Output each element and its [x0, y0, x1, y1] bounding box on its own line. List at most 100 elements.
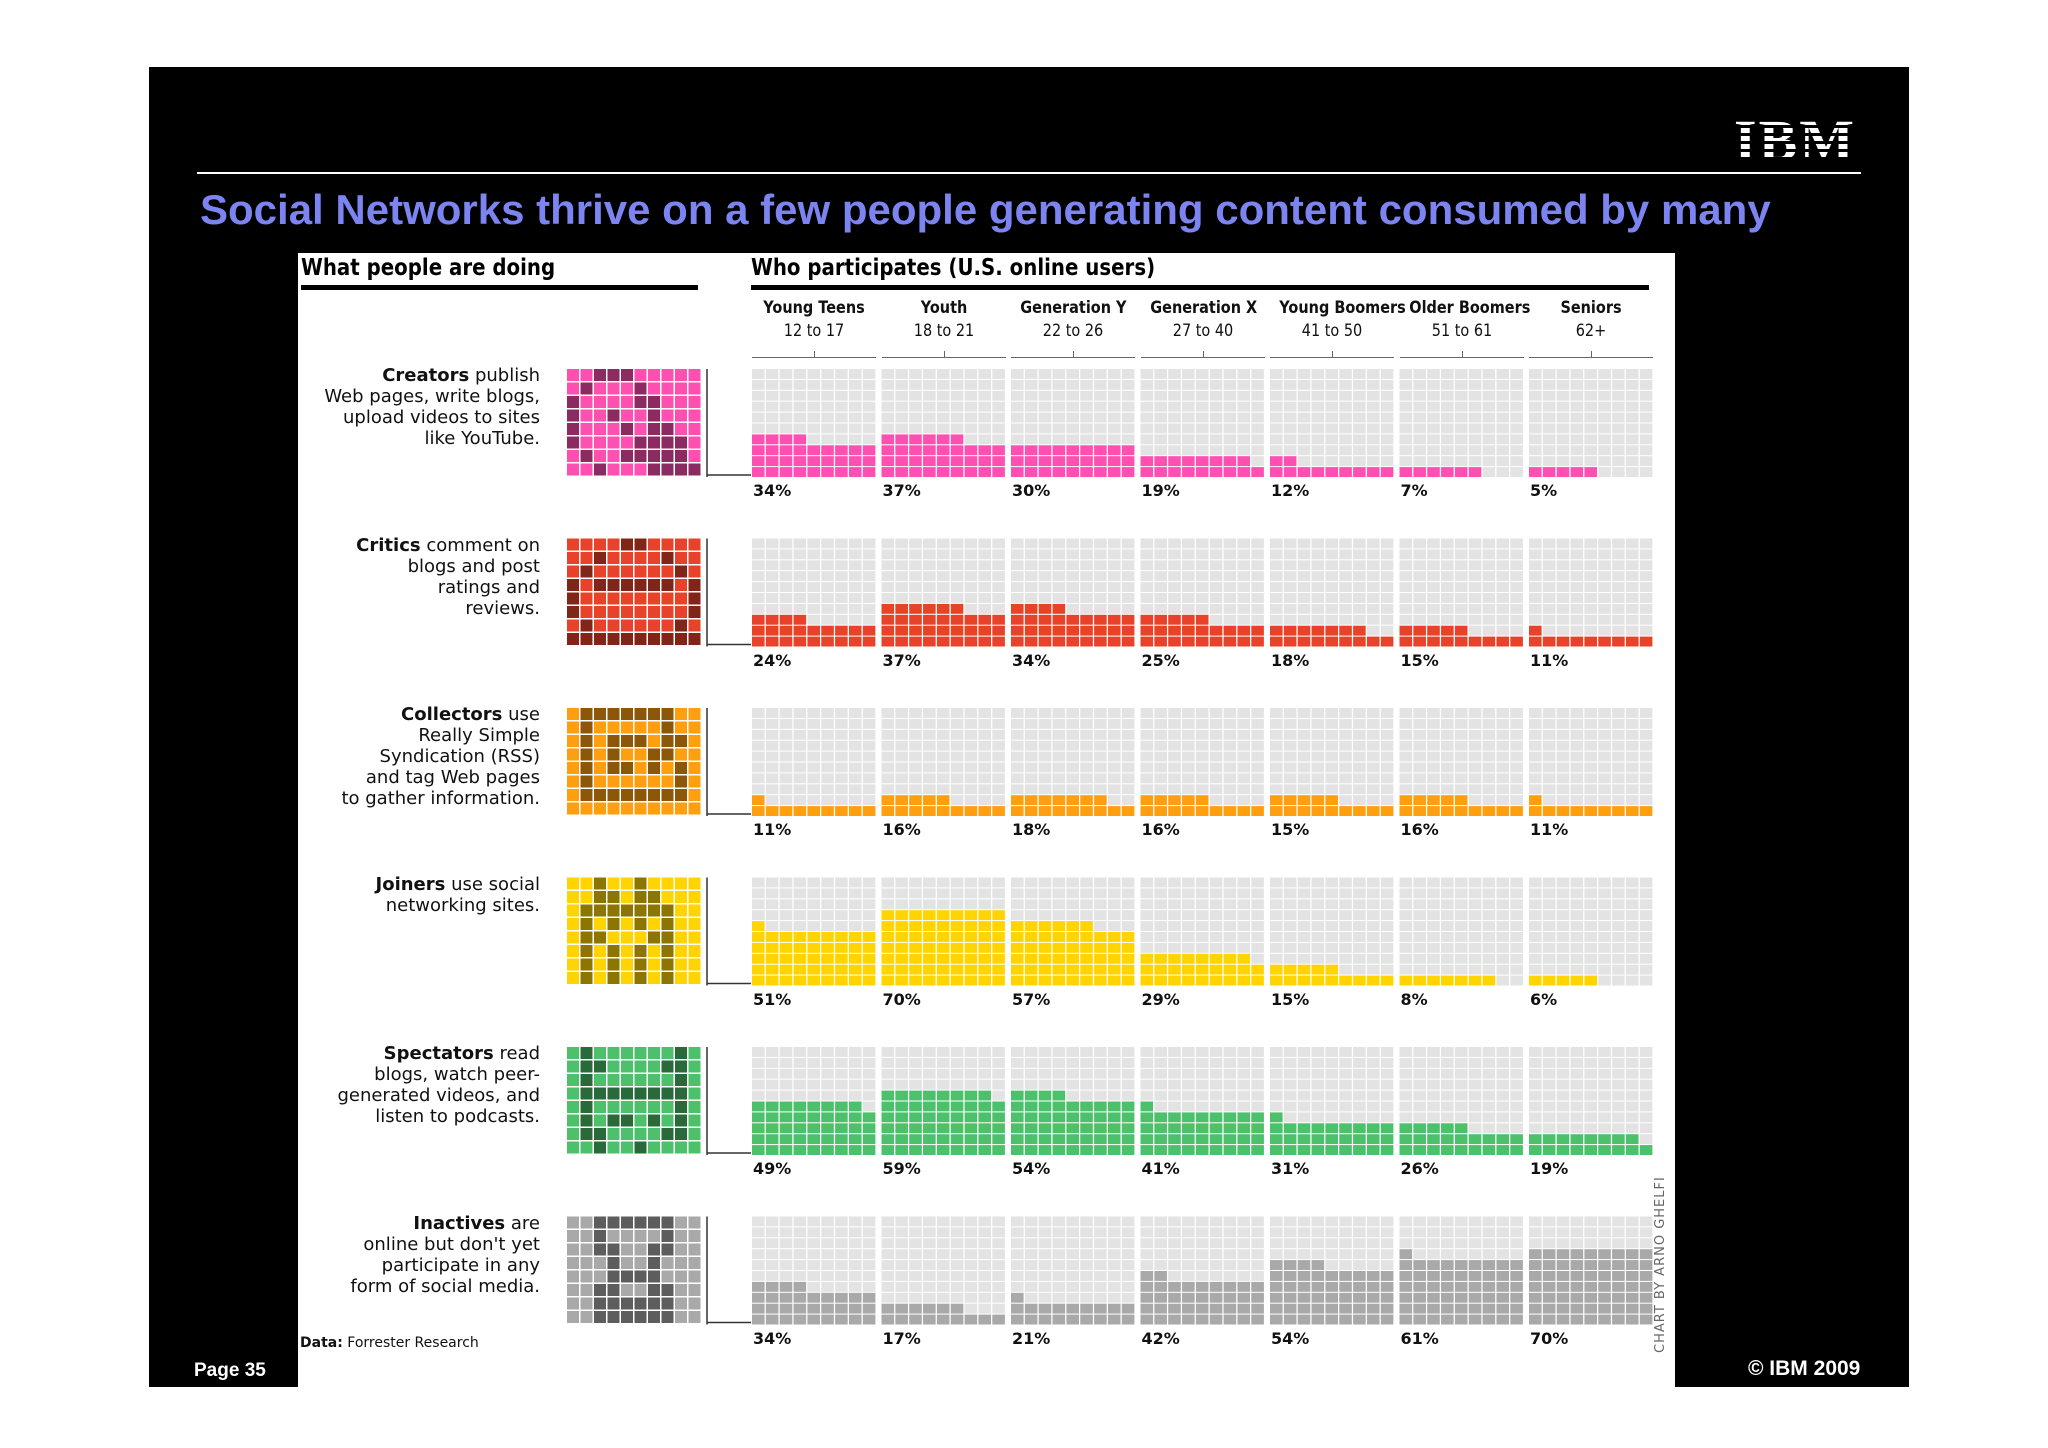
waffle-cell	[1066, 1068, 1079, 1079]
waffle-cell	[1612, 708, 1625, 718]
waffle-cell	[1598, 1145, 1611, 1155]
waffle-cell	[1496, 1112, 1510, 1123]
waffle-cell	[807, 953, 820, 964]
icon-cell	[607, 748, 620, 761]
waffle-cell	[1598, 1112, 1611, 1123]
waffle-cell	[1209, 412, 1223, 423]
waffle-cell	[881, 1314, 895, 1325]
icon-cell	[580, 450, 593, 462]
waffle-cell	[1121, 603, 1135, 614]
waffle-cell	[1413, 560, 1426, 571]
waffle-cell	[1011, 1079, 1024, 1090]
waffle-cell	[1584, 921, 1597, 931]
waffle-cell	[1380, 445, 1394, 456]
waffle-cell	[1612, 1216, 1625, 1227]
waffle-cell	[807, 369, 820, 379]
waffle-cell	[1413, 953, 1426, 964]
waffle-cell	[1380, 1112, 1394, 1123]
waffle-cell	[1066, 1249, 1079, 1260]
icon-cell	[648, 436, 660, 449]
waffle-cell	[1121, 975, 1135, 986]
column-header-young-teens: Young Teens 12 to 17	[752, 298, 876, 341]
waffle-cell	[1325, 1292, 1338, 1303]
waffle-cell	[1542, 1145, 1556, 1155]
waffle-cell	[978, 910, 992, 921]
waffle-cell	[1612, 718, 1625, 729]
waffle-cell	[1195, 603, 1209, 614]
icon-cell	[567, 748, 579, 761]
bar-creators-youth	[881, 369, 1005, 477]
icon-cell	[648, 748, 660, 761]
icon-cell	[675, 1297, 687, 1310]
icon-cell	[567, 619, 579, 632]
waffle-cell	[1195, 582, 1209, 592]
waffle-cell	[950, 1068, 964, 1079]
waffle-cell	[862, 877, 876, 888]
waffle-cell	[1270, 795, 1283, 806]
waffle-cell	[1270, 708, 1283, 718]
waffle-cell	[821, 423, 834, 434]
waffle-cell	[1612, 412, 1625, 423]
waffle-cell	[1325, 718, 1338, 729]
waffle-cell	[964, 1216, 978, 1227]
waffle-cell	[1024, 1260, 1038, 1270]
waffle-cell	[765, 369, 779, 379]
waffle-cell	[1154, 560, 1167, 571]
waffle-cell	[1380, 888, 1394, 899]
waffle-cell	[821, 1227, 834, 1238]
waffle-cell	[1612, 1047, 1625, 1057]
waffle-cell	[992, 1123, 1005, 1134]
icon-cell	[580, 1060, 593, 1073]
icon-cell	[621, 789, 633, 801]
waffle-cell	[1107, 434, 1121, 445]
waffle-cell	[1154, 1047, 1167, 1057]
waffle-cell	[964, 1079, 978, 1090]
icon-cell	[580, 538, 593, 551]
waffle-cell	[848, 899, 862, 910]
waffle-cell	[1094, 729, 1107, 740]
waffle-cell	[881, 1090, 895, 1101]
icon-cell	[567, 708, 579, 720]
waffle-cell	[1311, 467, 1325, 477]
icon-inactives	[566, 1215, 702, 1325]
icon-cell	[688, 463, 701, 476]
waffle-cell	[1038, 423, 1052, 434]
waffle-cell	[1024, 593, 1038, 603]
waffle-cell	[835, 964, 848, 975]
waffle-cell	[1094, 549, 1107, 560]
waffle-cell	[793, 773, 807, 784]
waffle-cell	[964, 932, 978, 942]
waffle-cell	[1182, 1249, 1195, 1260]
waffle-cell	[1584, 1090, 1597, 1101]
icon-cell	[661, 708, 674, 720]
waffle-cell	[1094, 379, 1107, 390]
waffle-cell	[779, 942, 793, 953]
waffle-cell	[1094, 1047, 1107, 1057]
waffle-cell	[752, 1123, 765, 1134]
waffle-cell	[1570, 1249, 1584, 1260]
waffle-cell	[1625, 910, 1639, 921]
icon-cell	[688, 1230, 701, 1242]
icon-cell	[675, 775, 687, 788]
waffle-cell	[1639, 1145, 1653, 1155]
waffle-cell	[1325, 625, 1338, 636]
waffle-cell	[1270, 806, 1283, 816]
waffle-cell	[793, 1216, 807, 1227]
icon-cell	[621, 958, 633, 971]
waffle-cell	[1154, 1249, 1167, 1260]
waffle-cell	[779, 369, 793, 379]
waffle-cell	[821, 1260, 834, 1270]
waffle-cell	[1140, 1145, 1154, 1155]
icon-cell	[567, 1270, 579, 1283]
waffle-cell	[1080, 445, 1093, 456]
waffle-cell	[752, 1090, 765, 1101]
waffle-cell	[964, 975, 978, 986]
waffle-cell	[1468, 1238, 1482, 1249]
waffle-cell	[1570, 708, 1584, 718]
waffle-cell	[936, 1134, 950, 1145]
waffle-cell	[1237, 1227, 1251, 1238]
waffle-cell	[1168, 910, 1181, 921]
waffle-cell	[1529, 762, 1542, 773]
waffle-cell	[881, 625, 895, 636]
waffle-cell	[1154, 1145, 1167, 1155]
